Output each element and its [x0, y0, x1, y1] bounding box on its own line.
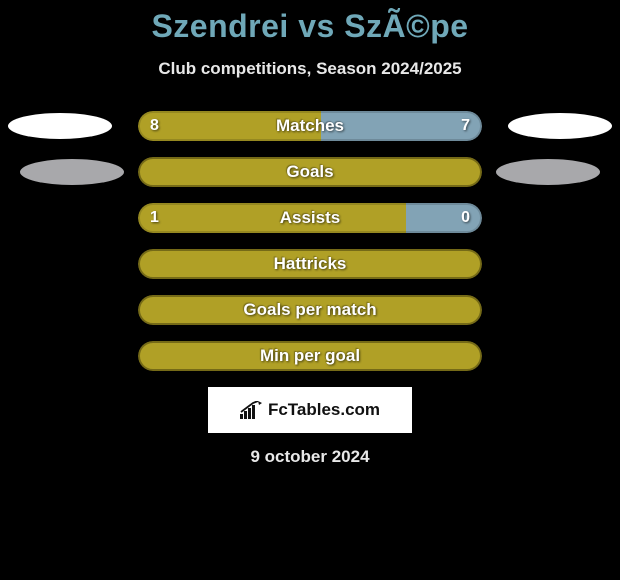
stat-row-assists: 10Assists — [0, 203, 620, 233]
stat-row-goals: Goals — [0, 157, 620, 187]
stat-row-matches: 87Matches — [0, 111, 620, 141]
right-ellipse-icon — [496, 159, 600, 185]
left-ellipse-icon — [20, 159, 124, 185]
stat-bar: Min per goal — [138, 341, 482, 371]
stat-bar: 87Matches — [138, 111, 482, 141]
fctables-logo-icon — [240, 401, 262, 419]
logo-text: FcTables.com — [268, 400, 380, 420]
date-text: 9 october 2024 — [250, 447, 369, 467]
stat-label: Hattricks — [138, 249, 482, 279]
stat-row-min-per-goal: Min per goal — [0, 341, 620, 371]
stat-bar: 10Assists — [138, 203, 482, 233]
stat-bar: Goals — [138, 157, 482, 187]
stat-label: Min per goal — [138, 341, 482, 371]
stat-row-goals-per-match: Goals per match — [0, 295, 620, 325]
right-ellipse-icon — [508, 113, 612, 139]
stat-label: Assists — [138, 203, 482, 233]
stat-label: Matches — [138, 111, 482, 141]
page-subtitle: Club competitions, Season 2024/2025 — [158, 59, 461, 79]
stat-label: Goals per match — [138, 295, 482, 325]
stat-bar: Goals per match — [138, 295, 482, 325]
stat-row-hattricks: Hattricks — [0, 249, 620, 279]
stat-bar: Hattricks — [138, 249, 482, 279]
logo-box[interactable]: FcTables.com — [208, 387, 412, 433]
left-ellipse-icon — [8, 113, 112, 139]
stats-area: 87Matches Goals 10Assists Hattricks Goals pe… — [0, 111, 620, 371]
page-title: Szendrei vs SzÃ©pe — [151, 8, 468, 45]
infographic-container: Szendrei vs SzÃ©pe Club competitions, Se… — [0, 0, 620, 580]
stat-label: Goals — [138, 157, 482, 187]
